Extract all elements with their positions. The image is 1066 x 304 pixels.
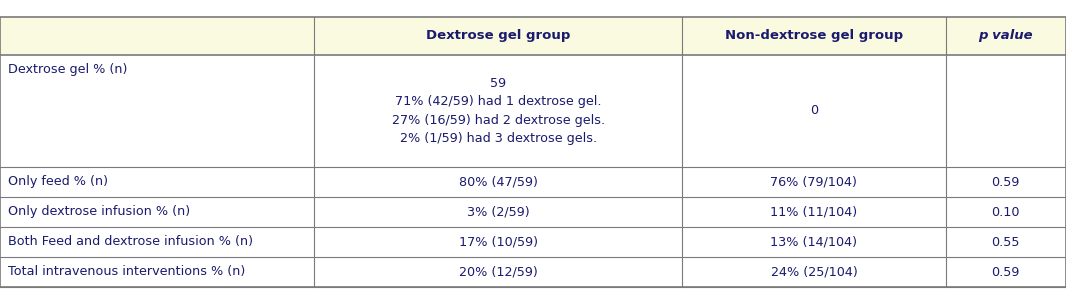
Text: 13% (14/104): 13% (14/104) <box>771 236 857 248</box>
Text: 76% (79/104): 76% (79/104) <box>771 175 857 188</box>
Text: Only dextrose infusion % (n): Only dextrose infusion % (n) <box>9 206 190 219</box>
Bar <box>682 227 946 257</box>
Bar <box>314 257 682 287</box>
Text: 59
71% (42/59) had 1 dextrose gel.
27% (16/59) had 2 dextrose gels.
2% (1/59) ha: 59 71% (42/59) had 1 dextrose gel. 27% (… <box>392 77 604 145</box>
Text: 0.59: 0.59 <box>991 175 1020 188</box>
Text: p value: p value <box>979 29 1033 43</box>
Bar <box>0 55 314 167</box>
Bar <box>314 167 682 197</box>
Bar <box>0 197 314 227</box>
Text: 0.55: 0.55 <box>991 236 1020 248</box>
Bar <box>946 227 1066 257</box>
Bar <box>682 167 946 197</box>
Bar <box>946 257 1066 287</box>
Text: 24% (25/104): 24% (25/104) <box>771 265 857 278</box>
Bar <box>682 17 946 55</box>
Text: Dextrose gel group: Dextrose gel group <box>426 29 570 43</box>
Text: 0.10: 0.10 <box>991 206 1020 219</box>
Bar <box>682 257 946 287</box>
Bar <box>0 17 1066 287</box>
Text: Total intravenous interventions % (n): Total intravenous interventions % (n) <box>9 265 245 278</box>
Text: 3% (2/59): 3% (2/59) <box>467 206 530 219</box>
Bar <box>314 17 682 55</box>
Bar <box>946 167 1066 197</box>
Text: Both Feed and dextrose infusion % (n): Both Feed and dextrose infusion % (n) <box>9 236 253 248</box>
Text: 17% (10/59): 17% (10/59) <box>458 236 538 248</box>
Bar <box>0 17 314 55</box>
Text: 20% (12/59): 20% (12/59) <box>459 265 537 278</box>
Text: 0.59: 0.59 <box>991 265 1020 278</box>
Text: 0: 0 <box>810 105 818 118</box>
Bar <box>314 197 682 227</box>
Bar <box>946 17 1066 55</box>
Bar <box>682 55 946 167</box>
Text: 80% (47/59): 80% (47/59) <box>459 175 537 188</box>
Bar <box>0 257 314 287</box>
Bar <box>946 55 1066 167</box>
Text: Only feed % (n): Only feed % (n) <box>9 175 108 188</box>
Bar <box>0 227 314 257</box>
Text: Dextrose gel % (n): Dextrose gel % (n) <box>9 63 127 76</box>
Text: 11% (11/104): 11% (11/104) <box>771 206 857 219</box>
Bar <box>314 55 682 167</box>
Text: Non-dextrose gel group: Non-dextrose gel group <box>725 29 903 43</box>
Bar <box>0 167 314 197</box>
Bar <box>314 227 682 257</box>
Bar <box>946 197 1066 227</box>
Bar <box>682 197 946 227</box>
